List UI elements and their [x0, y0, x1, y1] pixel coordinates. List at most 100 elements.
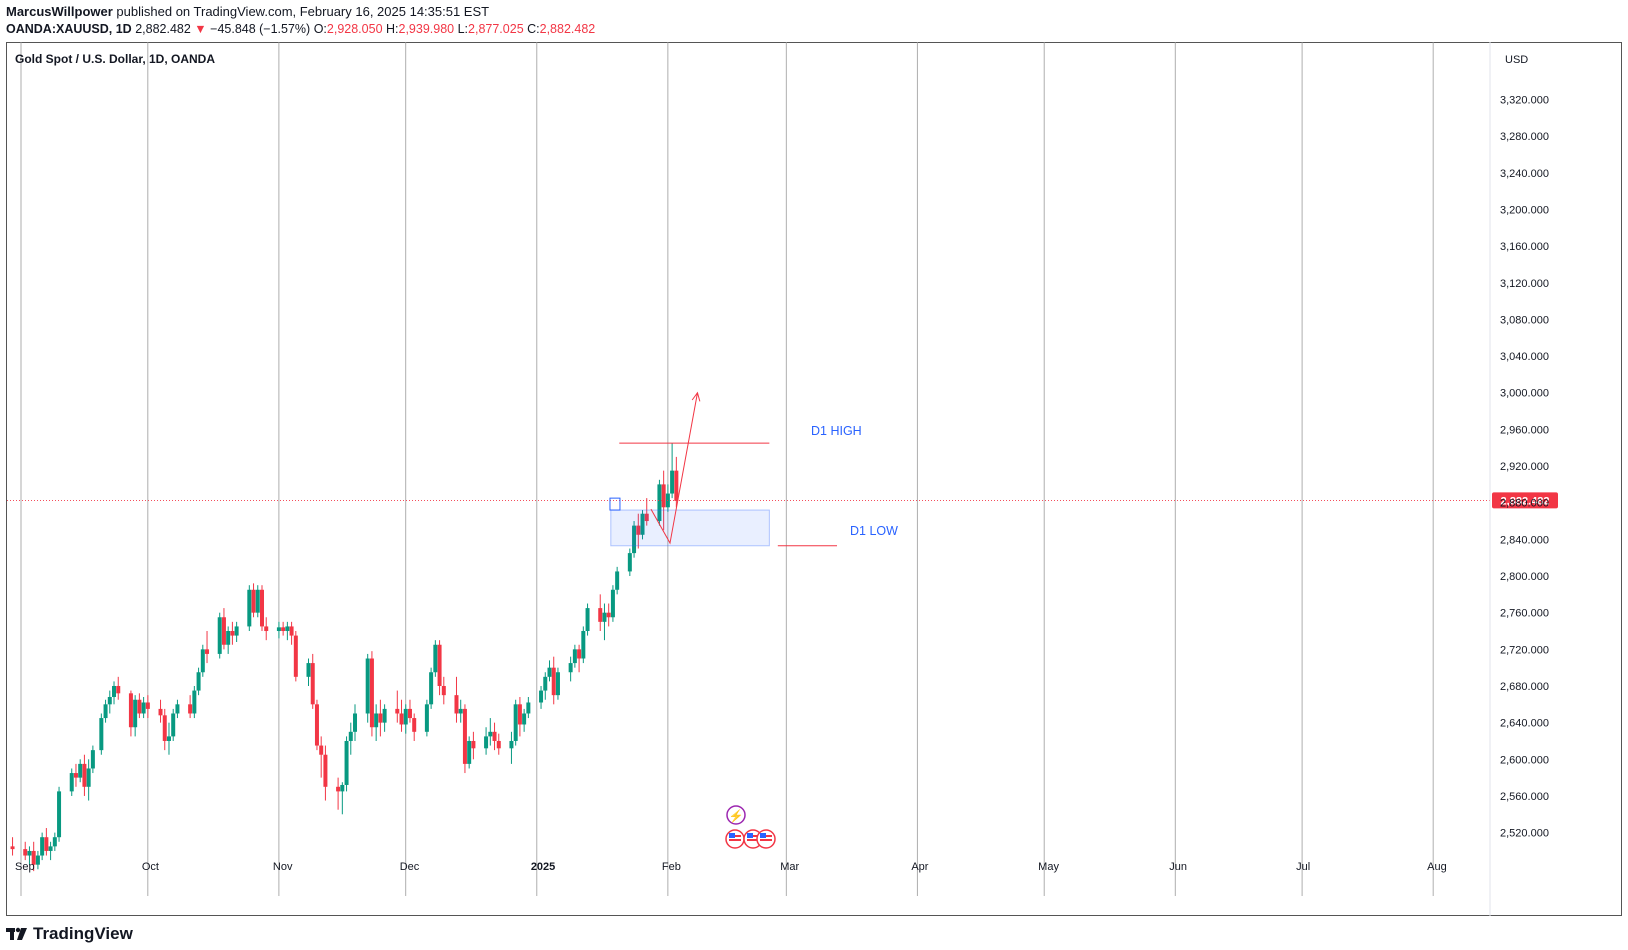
candle-body — [78, 763, 83, 778]
candle — [82, 754, 87, 796]
projection-path — [650, 392, 698, 545]
candle-body — [162, 715, 167, 741]
y-tick-label: 2,640.000 — [1500, 718, 1549, 730]
candle — [319, 736, 324, 778]
candle-body — [526, 702, 531, 714]
candle-body — [145, 702, 150, 709]
candle-body — [40, 837, 45, 856]
candle — [496, 733, 501, 755]
candle-body — [674, 470, 679, 501]
candle — [539, 685, 544, 709]
x-tick-label: Apr — [911, 861, 928, 873]
y-tick-label: 3,080.000 — [1500, 314, 1549, 326]
us-flag-icon — [756, 829, 776, 849]
candle-body — [289, 626, 294, 636]
candle — [488, 718, 493, 746]
candle-body — [657, 484, 662, 522]
candle-body — [310, 663, 315, 705]
candle — [365, 653, 370, 723]
candle — [522, 708, 527, 732]
y-tick-label: 2,840.000 — [1500, 534, 1549, 546]
y-tick-label: 3,240.000 — [1500, 168, 1549, 180]
y-tick-label: 3,200.000 — [1500, 204, 1549, 216]
candle-body — [437, 644, 442, 686]
y-tick-label: 3,320.000 — [1500, 94, 1549, 106]
chart-title: Gold Spot / U.S. Dollar, 1D, OANDA — [15, 52, 215, 66]
candle — [610, 585, 615, 622]
footer-brand[interactable]: TradingView — [6, 924, 133, 944]
currency-label: USD — [1505, 54, 1528, 66]
y-tick-label: 2,800.000 — [1500, 571, 1549, 583]
y-tick-label: 2,600.000 — [1500, 754, 1549, 766]
x-tick-label: Feb — [662, 861, 681, 873]
candle-body — [585, 608, 590, 632]
candle-body — [429, 672, 434, 705]
candle-body — [488, 731, 493, 737]
candle — [661, 470, 666, 531]
x-tick-label: Sep — [15, 861, 35, 873]
candle — [251, 583, 256, 618]
y-tick-label: 3,120.000 — [1500, 278, 1549, 290]
candle — [441, 676, 446, 705]
candle — [281, 621, 286, 636]
candle-body — [137, 699, 142, 714]
flag-canton — [747, 833, 753, 838]
candle — [158, 699, 163, 723]
tradingview-logo-icon — [6, 927, 27, 940]
candle — [517, 696, 522, 737]
y-tick-label: 2,760.000 — [1500, 608, 1549, 620]
y-tick-label: 2,720.000 — [1500, 644, 1549, 656]
candle-body — [200, 649, 205, 673]
symbol-label[interactable]: OANDA:XAUUSD, 1D — [6, 22, 132, 36]
candles — [10, 443, 679, 872]
candle — [73, 763, 78, 787]
candle — [674, 456, 679, 508]
candle-body — [441, 685, 446, 696]
footer-brand-text: TradingView — [33, 924, 133, 943]
candle — [40, 832, 45, 861]
candle-body — [424, 704, 429, 732]
candle-body — [547, 667, 552, 677]
x-tick-label: Aug — [1427, 861, 1447, 873]
x-tick-label: 2025 — [531, 861, 555, 873]
down-arrow-icon: ▼ — [194, 22, 207, 36]
close-value: 2,882.482 — [539, 22, 596, 36]
candle-body — [412, 718, 417, 732]
candle-body — [632, 525, 637, 554]
candle — [340, 782, 345, 815]
candle — [509, 731, 514, 764]
flag-stripe — [729, 839, 741, 841]
candle-body — [551, 667, 556, 696]
candle-body — [399, 713, 404, 725]
candle — [44, 828, 49, 856]
candle — [407, 699, 412, 723]
candle — [306, 658, 311, 686]
candle-body — [276, 627, 281, 632]
candle — [606, 603, 611, 627]
y-tick-label: 2,920.000 — [1500, 461, 1549, 473]
close-label: C: — [527, 22, 540, 36]
candle-body — [365, 658, 370, 714]
candle-body — [255, 589, 260, 613]
range-box — [609, 497, 621, 511]
candle — [137, 693, 142, 719]
candle — [572, 644, 577, 668]
candle-body — [517, 704, 522, 725]
candle-body — [395, 708, 400, 714]
candle — [627, 548, 632, 577]
open-value: 2,928.050 — [326, 22, 383, 36]
candle-body — [636, 525, 641, 535]
candle — [657, 479, 662, 526]
candle-body — [340, 784, 345, 792]
candle — [27, 846, 32, 865]
candle-body — [484, 736, 489, 749]
candle-body — [48, 846, 53, 851]
candle — [636, 513, 641, 549]
candle — [103, 699, 108, 723]
candle — [336, 777, 341, 810]
candle — [640, 510, 645, 540]
candle-body — [640, 513, 645, 535]
candle — [171, 708, 176, 741]
author-name[interactable]: MarcusWillpower — [6, 4, 113, 19]
